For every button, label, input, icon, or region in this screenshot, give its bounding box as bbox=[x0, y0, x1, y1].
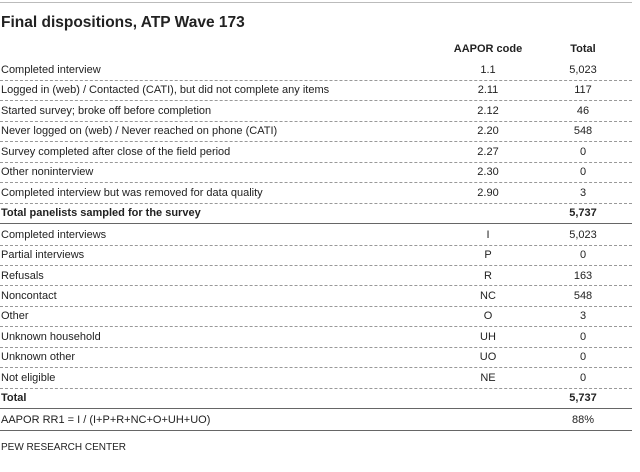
total: 0 bbox=[579, 249, 587, 262]
row-label: Logged in (web) / Contacted (CATI), but … bbox=[1, 84, 330, 97]
aapor-code: NE bbox=[480, 371, 496, 384]
row-rule bbox=[0, 408, 632, 409]
aapor-code: 2.12 bbox=[477, 104, 499, 117]
total: 5,023 bbox=[569, 228, 597, 241]
aapor-code: 2.27 bbox=[477, 145, 499, 158]
source: PEW RESEARCH CENTER bbox=[1, 442, 127, 453]
row-label: Partial interviews bbox=[1, 249, 85, 262]
row-label: Survey completed after close of the fiel… bbox=[1, 145, 231, 158]
title: Final dispositions, ATP Wave 173 bbox=[1, 14, 245, 31]
aapor-code: 2.30 bbox=[477, 166, 499, 179]
row-rule bbox=[0, 182, 632, 183]
row-rule bbox=[0, 285, 632, 286]
total: 548 bbox=[573, 125, 593, 138]
total: 0 bbox=[579, 351, 587, 364]
row-label: Noncontact bbox=[1, 289, 57, 302]
total: 0 bbox=[579, 145, 587, 158]
row-rule bbox=[0, 388, 632, 389]
row-rule bbox=[0, 245, 632, 246]
row-rule bbox=[0, 141, 632, 142]
total: 3 bbox=[579, 186, 587, 199]
row-label: Unknown household bbox=[1, 330, 101, 343]
row-label: Started survey; broke off before complet… bbox=[1, 104, 212, 117]
row-label: AAPOR RR1 = I / (I+P+R+NC+O+UH+UO) bbox=[1, 413, 211, 426]
aapor-code: UH bbox=[480, 330, 496, 343]
column-header: Total bbox=[570, 43, 596, 55]
row-rule bbox=[0, 121, 632, 122]
aapor-code: O bbox=[483, 310, 493, 323]
row-label: Never logged on (web) / Never reached on… bbox=[1, 125, 278, 138]
row-label: Completed interviews bbox=[1, 228, 107, 241]
total: 5,023 bbox=[569, 64, 597, 76]
row-label: Completed interview but was removed for … bbox=[1, 186, 263, 199]
row-label: Refusals bbox=[1, 269, 44, 282]
row-rule bbox=[0, 223, 632, 224]
row-label: Total bbox=[1, 392, 27, 405]
row-rule bbox=[0, 326, 632, 327]
total: 88% bbox=[571, 413, 595, 426]
total: 5,737 bbox=[569, 392, 597, 405]
row-label: Not eligible bbox=[1, 371, 56, 384]
column-header: AAPOR code bbox=[453, 43, 523, 55]
aapor-code: P bbox=[484, 249, 492, 262]
row-rule bbox=[0, 100, 632, 101]
total: 5,737 bbox=[569, 207, 597, 220]
aapor-code: NC bbox=[480, 289, 496, 302]
row-label: Other noninterview bbox=[1, 166, 94, 179]
total: 163 bbox=[573, 269, 593, 282]
aapor-code: R bbox=[484, 269, 492, 282]
row-rule bbox=[0, 367, 632, 368]
aapor-code: 2.11 bbox=[477, 84, 499, 97]
row-rule bbox=[0, 265, 632, 266]
aapor-code: 2.90 bbox=[477, 186, 499, 199]
row-label: Unknown other bbox=[1, 351, 75, 364]
total: 46 bbox=[576, 104, 590, 117]
total: 0 bbox=[579, 371, 587, 384]
top-rule bbox=[0, 2, 632, 3]
aapor-code: 2.20 bbox=[477, 125, 499, 138]
total: 117 bbox=[574, 84, 592, 97]
total: 0 bbox=[579, 330, 587, 343]
aapor-code: I bbox=[486, 228, 490, 241]
row-rule bbox=[0, 430, 632, 431]
row-rule bbox=[0, 347, 632, 348]
total: 3 bbox=[579, 310, 587, 323]
row-label: Other bbox=[1, 310, 29, 323]
aapor-code: 1.1 bbox=[480, 64, 496, 76]
row-rule bbox=[0, 203, 632, 204]
aapor-code: UO bbox=[479, 351, 497, 364]
row-label: Completed interview bbox=[1, 64, 101, 76]
total: 548 bbox=[573, 289, 593, 302]
row-rule bbox=[0, 306, 632, 307]
row-rule bbox=[0, 80, 632, 81]
total: 0 bbox=[579, 166, 587, 179]
row-rule bbox=[0, 162, 632, 163]
row-label: Total panelists sampled for the survey bbox=[1, 207, 201, 220]
